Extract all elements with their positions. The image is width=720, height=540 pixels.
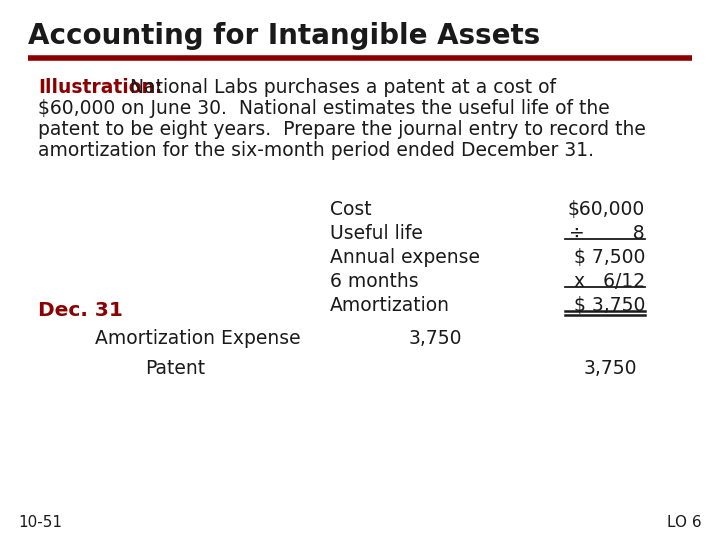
Text: Annual expense: Annual expense bbox=[330, 248, 480, 267]
Text: 10-51: 10-51 bbox=[18, 515, 62, 530]
Text: National Labs purchases a patent at a cost of: National Labs purchases a patent at a co… bbox=[124, 78, 556, 97]
Text: amortization for the six-month period ended December 31.: amortization for the six-month period en… bbox=[38, 141, 594, 160]
Text: ÷        8: ÷ 8 bbox=[570, 224, 645, 243]
Text: $60,000: $60,000 bbox=[568, 200, 645, 219]
Text: Amortization: Amortization bbox=[330, 296, 450, 315]
Text: Accounting for Intangible Assets: Accounting for Intangible Assets bbox=[28, 22, 540, 50]
Text: $ 3,750: $ 3,750 bbox=[574, 296, 645, 315]
Text: Dec. 31: Dec. 31 bbox=[38, 301, 123, 320]
Text: Useful life: Useful life bbox=[330, 224, 423, 243]
Text: $ 7,500: $ 7,500 bbox=[574, 248, 645, 267]
Text: LO 6: LO 6 bbox=[667, 515, 702, 530]
Text: 6 months: 6 months bbox=[330, 272, 418, 291]
Text: 3,750: 3,750 bbox=[583, 359, 636, 378]
Text: Amortization Expense: Amortization Expense bbox=[95, 329, 301, 348]
Text: Illustration:: Illustration: bbox=[38, 78, 163, 97]
Text: $60,000 on June 30.  National estimates the useful life of the: $60,000 on June 30. National estimates t… bbox=[38, 99, 610, 118]
Text: x   6/12: x 6/12 bbox=[574, 272, 645, 291]
Text: Cost: Cost bbox=[330, 200, 372, 219]
Text: 3,750: 3,750 bbox=[408, 329, 462, 348]
Text: Patent: Patent bbox=[145, 359, 205, 378]
Text: patent to be eight years.  Prepare the journal entry to record the: patent to be eight years. Prepare the jo… bbox=[38, 120, 646, 139]
